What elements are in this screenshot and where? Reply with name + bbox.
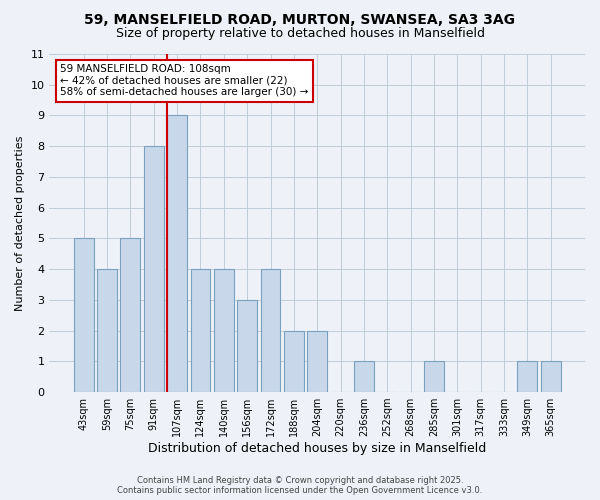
Bar [541, 362, 560, 392]
Y-axis label: Number of detached properties: Number of detached properties [15, 136, 25, 310]
Bar [121, 238, 140, 392]
Bar [354, 362, 374, 392]
Bar [144, 146, 164, 392]
Bar [97, 269, 117, 392]
Bar [517, 362, 538, 392]
Text: 59 MANSELFIELD ROAD: 108sqm
← 42% of detached houses are smaller (22)
58% of sem: 59 MANSELFIELD ROAD: 108sqm ← 42% of det… [60, 64, 308, 98]
Text: Contains HM Land Registry data © Crown copyright and database right 2025.
Contai: Contains HM Land Registry data © Crown c… [118, 476, 482, 495]
Bar [191, 269, 211, 392]
X-axis label: Distribution of detached houses by size in Manselfield: Distribution of detached houses by size … [148, 442, 487, 455]
Bar [74, 238, 94, 392]
Bar [260, 269, 280, 392]
Bar [307, 330, 327, 392]
Bar [214, 269, 234, 392]
Bar [424, 362, 444, 392]
Text: Size of property relative to detached houses in Manselfield: Size of property relative to detached ho… [115, 28, 485, 40]
Bar [167, 116, 187, 392]
Text: 59, MANSELFIELD ROAD, MURTON, SWANSEA, SA3 3AG: 59, MANSELFIELD ROAD, MURTON, SWANSEA, S… [85, 12, 515, 26]
Bar [284, 330, 304, 392]
Bar [237, 300, 257, 392]
